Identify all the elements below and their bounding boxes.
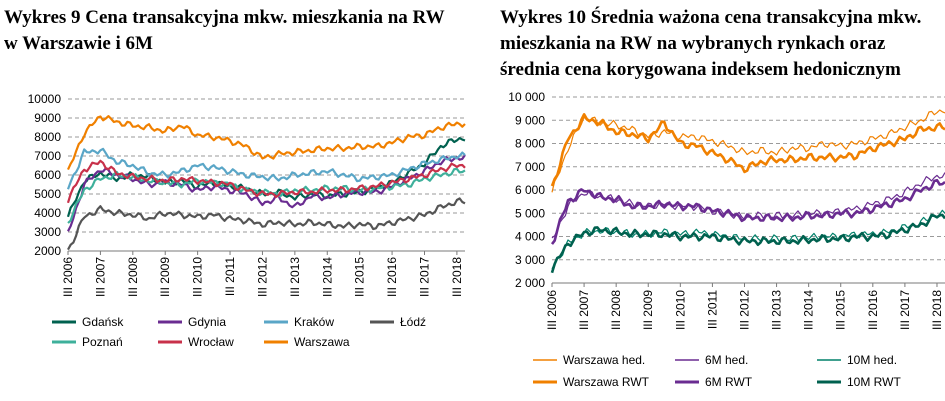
chart-1-legend-label: Wrocław bbox=[188, 335, 234, 349]
chart-1-x-tick-label: III 2013 bbox=[288, 257, 302, 297]
chart-1-y-tick-label: 5000 bbox=[34, 187, 61, 201]
chart-2-series-warszawa-rwt bbox=[550, 113, 945, 187]
chart-2-title: Wykres 10 Średnia ważona cena transakcyj… bbox=[500, 5, 945, 83]
chart-1-x-tick-label: III 2018 bbox=[450, 257, 464, 297]
chart-1-y-tick-label: 7000 bbox=[34, 149, 61, 163]
chart-1-legend-label: Warszawa bbox=[294, 335, 350, 349]
chart-1-x-tick-label: III 2008 bbox=[126, 257, 140, 297]
chart-1-x-tick-label: III 2011 bbox=[223, 257, 237, 296]
chart-2-y-tick-label: 4 000 bbox=[515, 230, 545, 244]
chart-1-x-tick-label: III 2015 bbox=[353, 257, 367, 297]
chart-2-y-tick-label: 7 000 bbox=[515, 160, 545, 174]
chart-1-y-tick-label: 4000 bbox=[34, 206, 61, 220]
chart-1-y-tick-label: 3000 bbox=[34, 225, 61, 239]
chart-2-legend-label: 6M hed. bbox=[705, 353, 748, 367]
chart-1-x-tick-label: III 2014 bbox=[320, 257, 334, 297]
chart-2-title-line-1: Wykres 10 Średnia ważona cena transakcyj… bbox=[500, 7, 922, 28]
chart-2-legend-label: 6M RWT bbox=[705, 375, 753, 389]
chart-1-x-tick-label: III 2009 bbox=[158, 257, 172, 297]
chart-1-legend-label: Kraków bbox=[294, 315, 334, 329]
chart-1-x-tick-label: III 2016 bbox=[385, 257, 399, 297]
chart-1-series-kraków bbox=[66, 147, 466, 190]
chart-2-y-tick-label: 5 000 bbox=[515, 206, 545, 220]
chart-1-title: Wykres 9 Cena transakcyjna mkw. mieszkan… bbox=[4, 5, 474, 57]
chart-2-x-tick-label: III 2007 bbox=[577, 290, 591, 330]
chart-2-y-tick-label: 6 000 bbox=[515, 183, 545, 197]
chart-2-x-tick-label: III 2009 bbox=[641, 290, 655, 330]
chart-1-y-tick-label: 8000 bbox=[34, 130, 61, 144]
chart-2-x-tick-label: III 2008 bbox=[609, 290, 623, 330]
chart-1-y-tick-label: 10000 bbox=[28, 92, 62, 106]
chart-1-y-tick-label: 6000 bbox=[34, 168, 61, 182]
chart-2-legend-label: 10M hed. bbox=[847, 353, 897, 367]
chart-2-x-tick-label: III 2014 bbox=[802, 290, 816, 330]
chart-1-legend-label: Gdynia bbox=[188, 315, 226, 329]
chart-2-x-tick-label: III 2018 bbox=[930, 290, 944, 330]
chart-2-x-tick-label: III 2012 bbox=[737, 290, 751, 330]
chart-2-y-tick-label: 2 000 bbox=[515, 276, 545, 290]
chart-2-series-6m-hed- bbox=[551, 172, 945, 239]
chart-2-series-warszawa-hed- bbox=[551, 109, 945, 193]
chart-2-title-line-2: mieszkania na RW na wybranych rynkach or… bbox=[500, 33, 886, 54]
chart-1-x-tick-label: III 2012 bbox=[255, 257, 269, 297]
chart-1-y-tick-label: 2000 bbox=[34, 244, 61, 258]
chart-2-x-tick-label: III 2006 bbox=[545, 290, 559, 330]
chart-2-title-line-3: średnia cena korygowana indeksem hedonic… bbox=[500, 59, 901, 80]
chart-1-title-line-1: Wykres 9 Cena transakcyjna mkw. mieszkan… bbox=[4, 7, 445, 28]
chart-1-x-tick-label: III 2007 bbox=[93, 257, 107, 297]
chart-2-legend-label: Warszawa RWT bbox=[563, 375, 650, 389]
chart-2-legend-label: 10M RWT bbox=[847, 375, 901, 389]
chart-1-title-line-2: w Warszawie i 6M bbox=[4, 33, 153, 54]
chart-1-series-wrocław bbox=[66, 159, 466, 204]
chart-2-x-tick-label: III 2017 bbox=[898, 290, 912, 330]
chart-2-x-tick-label: III 2015 bbox=[834, 290, 848, 330]
chart-1-legend-label: Poznań bbox=[82, 335, 123, 349]
chart-1-series-warszawa bbox=[66, 114, 466, 171]
chart-1-legend-label: Gdańsk bbox=[82, 315, 124, 329]
chart-2-y-tick-label: 9 000 bbox=[515, 113, 545, 127]
chart-2-series-6m-rwt bbox=[550, 178, 945, 245]
chart-1-series-łódź bbox=[67, 197, 466, 251]
chart-2-x-tick-label: III 2016 bbox=[866, 290, 880, 330]
chart-2-series-10m-rwt bbox=[550, 213, 945, 274]
chart-2-y-tick-label: 3 000 bbox=[515, 253, 545, 267]
chart-1-legend-label: Łódź bbox=[400, 315, 426, 329]
chart-2-y-tick-label: 10 000 bbox=[508, 90, 545, 104]
chart-1-x-tick-label: III 2006 bbox=[61, 257, 75, 297]
chart-2-y-tick-label: 8 000 bbox=[515, 137, 545, 151]
chart-2-x-tick-label: III 2010 bbox=[673, 290, 687, 330]
chart-1-x-tick-label: III 2017 bbox=[417, 257, 431, 297]
chart-2-legend-label: Warszawa hed. bbox=[563, 353, 645, 367]
chart-2-x-tick-label: III 2011 bbox=[705, 290, 719, 329]
chart-2-x-tick-label: III 2013 bbox=[770, 290, 784, 330]
chart-1-y-tick-label: 9000 bbox=[34, 111, 61, 125]
chart-1-x-tick-label: III 2010 bbox=[191, 257, 205, 297]
